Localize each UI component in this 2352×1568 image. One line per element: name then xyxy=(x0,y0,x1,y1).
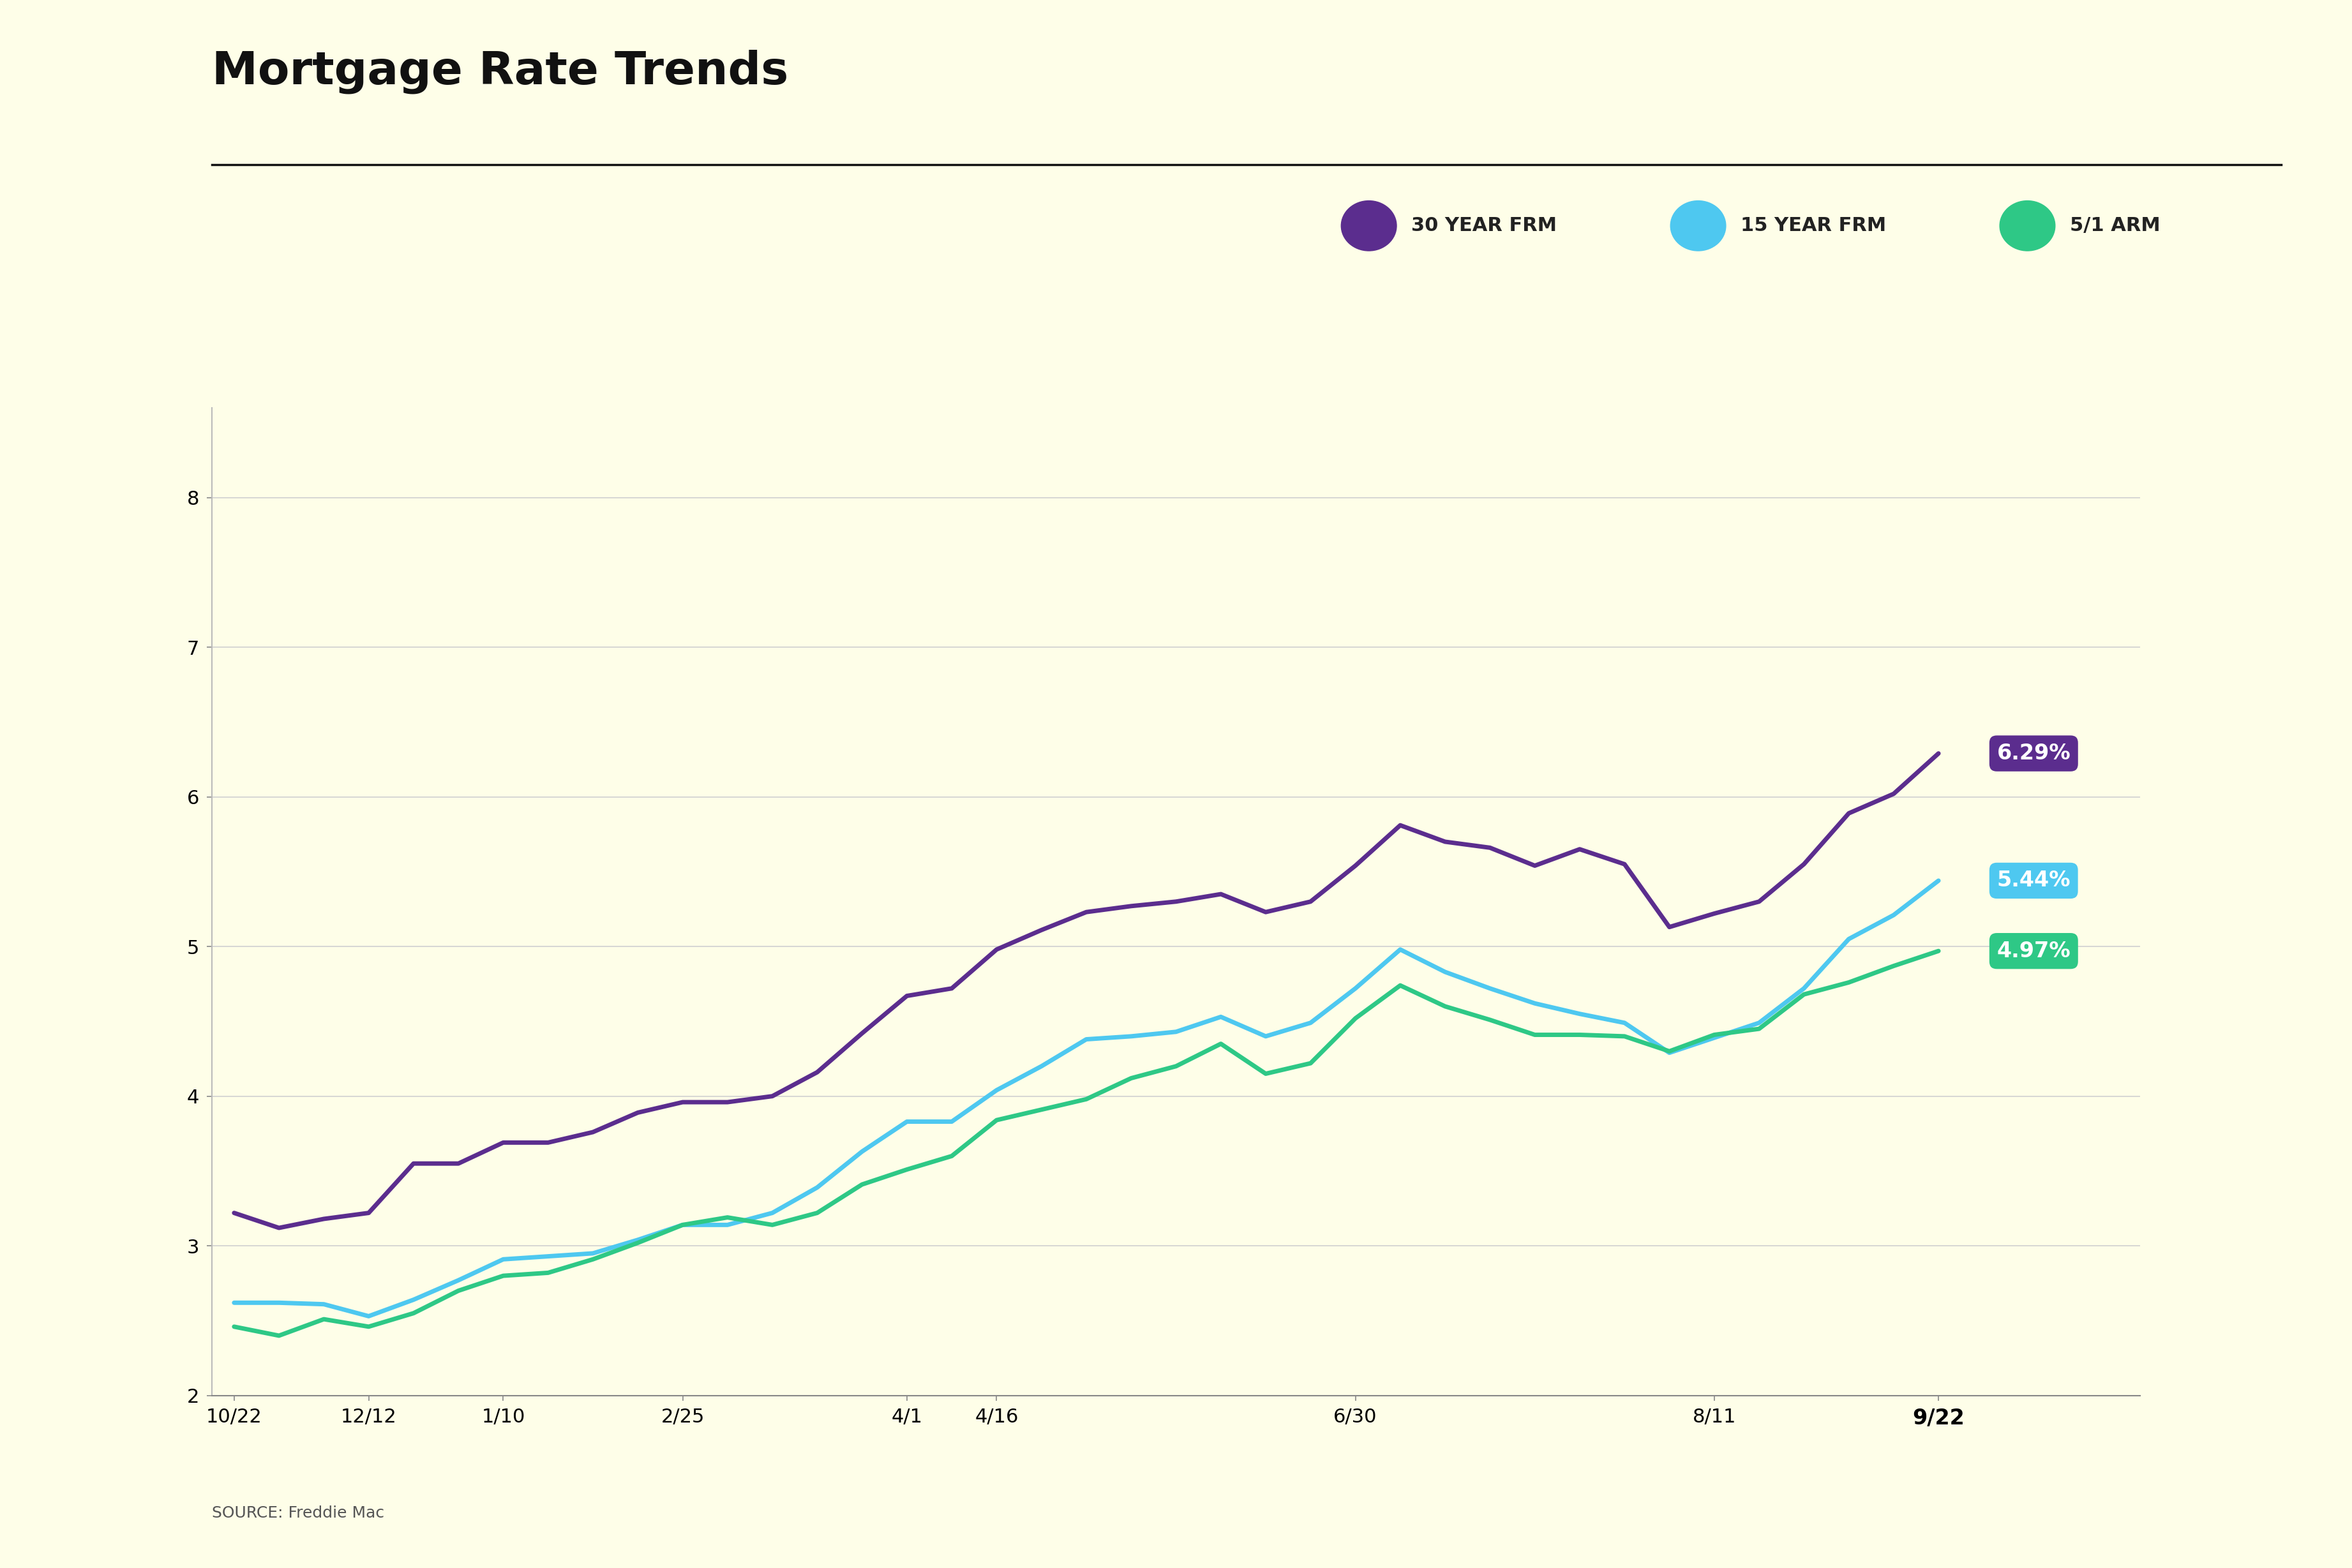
Circle shape xyxy=(1999,201,2056,251)
Circle shape xyxy=(1670,201,1726,251)
Text: 4.97%: 4.97% xyxy=(1997,941,2070,961)
Text: 15 YEAR FRM: 15 YEAR FRM xyxy=(1740,216,1886,235)
Text: 5.44%: 5.44% xyxy=(1997,870,2070,891)
Text: SOURCE: Freddie Mac: SOURCE: Freddie Mac xyxy=(212,1505,383,1521)
Circle shape xyxy=(1341,201,1397,251)
Text: Mortgage Rate Trends: Mortgage Rate Trends xyxy=(212,50,788,94)
Text: 5/1 ARM: 5/1 ARM xyxy=(2070,216,2159,235)
Text: 30 YEAR FRM: 30 YEAR FRM xyxy=(1411,216,1557,235)
Text: 6.29%: 6.29% xyxy=(1997,743,2070,764)
